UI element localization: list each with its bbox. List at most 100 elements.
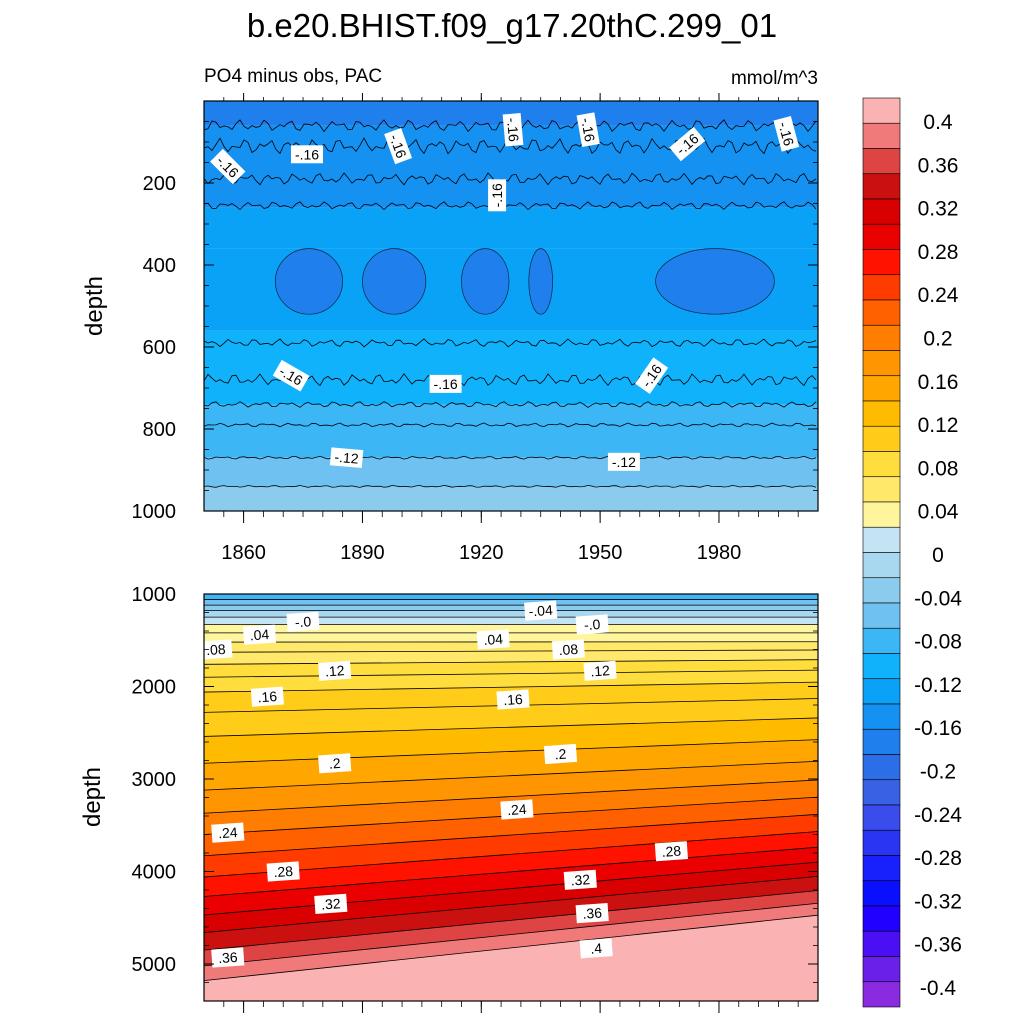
colorbar-box: [862, 249, 901, 276]
contour-label-text: -.16: [504, 117, 522, 143]
contour-label-text: -.16: [489, 183, 505, 207]
colorbar-label: -0.28: [914, 847, 962, 870]
contour-label: .2: [543, 743, 578, 765]
contour-label-text: .24: [218, 824, 239, 841]
colorbar-label: -0.12: [914, 674, 962, 697]
colorbar-box: [862, 577, 901, 604]
colorbar-label: 0.36: [918, 154, 959, 177]
contour-label: .04: [242, 624, 277, 645]
contour-label: .24: [211, 822, 245, 843]
top-band: [204, 457, 818, 487]
bottom-panel: -.04 -.0 -.0 .04 .04 .08 .08 .12 .12 .16 .16 .2 .2 .2…: [79, 584, 819, 1013]
colorbar-box: [862, 905, 901, 932]
bottom-contour-labels: -.04 -.0 -.0 .04 .04 .08 .08 .12 .12 .16 .16 .2 .2 .2…: [199, 600, 688, 968]
top-contour-line: [203, 172, 817, 186]
contour-label: .28: [654, 841, 688, 862]
top-y-axis-title: depth: [81, 276, 108, 336]
top-contour-line: [203, 455, 817, 460]
bottom-contour-line: [203, 659, 819, 665]
colorbar-box: [862, 627, 901, 654]
colorbar-label: 0.12: [918, 414, 959, 437]
x-tick-label: 1980: [697, 542, 742, 564]
colorbar-box: [862, 350, 901, 377]
bottom-contour-line: [203, 760, 819, 791]
bottom-band: [204, 698, 818, 737]
contour-label-text: -.0: [583, 616, 601, 633]
contour-label: -.16: [429, 374, 462, 393]
colorbar-label: 0.28: [918, 241, 959, 264]
contour-label-text: -.16: [295, 146, 319, 162]
colorbar-box: [862, 956, 901, 983]
contour-label: -.16: [384, 127, 413, 165]
contour-label: .12: [318, 660, 352, 681]
top-x-axis: 1860 1890 1920 1950 1980: [221, 93, 799, 564]
colorbar-box: [862, 930, 901, 957]
y-tick-label: 400: [143, 255, 176, 277]
contour-label-text: .12: [324, 662, 345, 679]
contour-label: -.0: [286, 611, 320, 632]
colorbar-box: [862, 552, 901, 579]
top-blob: [461, 248, 510, 315]
bottom-y-axis-title: depth: [79, 767, 106, 827]
colorbar-label: -0.4: [920, 977, 957, 1000]
top-blob: [528, 248, 553, 315]
colorbar-boxes: [862, 97, 901, 1008]
bottom-contour-fill: [204, 594, 818, 1001]
contour-label: -.16: [291, 145, 323, 164]
bottom-band: [204, 641, 818, 653]
y-tick-label: 200: [143, 173, 176, 195]
y-tick-label: 3000: [132, 769, 177, 791]
bottom-contour-line: [203, 861, 819, 916]
bottom-band: [204, 624, 818, 633]
bottom-contour-lines: [203, 599, 819, 982]
top-band: [204, 404, 818, 458]
colorbar-label: -0.32: [914, 890, 962, 913]
colorbar-label: 0.08: [918, 457, 959, 480]
colorbar-box: [862, 122, 901, 149]
bottom-band: [204, 797, 818, 856]
contour-label-text: .32: [570, 871, 591, 888]
bottom-band: [204, 847, 818, 915]
colorbar-box: [862, 299, 901, 326]
bottom-band: [204, 617, 818, 625]
contour-label: .32: [314, 893, 348, 914]
bottom-y-axis: 1000 2000 3000 4000 5000: [132, 584, 818, 983]
contour-label-text: -.16: [434, 376, 458, 392]
bottom-contour-line: [203, 813, 819, 857]
bottom-contour-line: [203, 717, 819, 737]
contour-label: .16: [250, 686, 284, 707]
contour-label-text: -.16: [386, 132, 409, 160]
colorbar-box: [862, 400, 901, 427]
x-tick-label: 1920: [459, 542, 504, 564]
contour-label: -.16: [502, 112, 524, 147]
bottom-band: [204, 814, 818, 878]
colorbar-box: [862, 451, 901, 478]
contour-label: -.12: [329, 447, 364, 469]
bottom-contour-line: [203, 649, 819, 653]
contour-label: .08: [199, 639, 233, 660]
colorbar-box: [862, 602, 901, 629]
contour-label-text: .28: [661, 843, 682, 860]
bottom-band: [204, 890, 818, 966]
contour-label-text: -.04: [528, 602, 553, 620]
y-tick-label: 1000: [132, 501, 177, 523]
contour-label-text: -.0: [294, 613, 312, 630]
contour-label-text: .28: [273, 863, 294, 880]
contour-label: -.16: [773, 116, 800, 152]
bottom-band: [204, 599, 818, 606]
contour-label: .28: [266, 861, 300, 882]
colorbar: 0.4 0.36 0.32 0.28 0.24 0.2 0.16 0.12 0.08 0.04 0 -…: [862, 97, 962, 1008]
top-blob: [274, 248, 343, 315]
variable-label: PO4 minus obs, PAC: [204, 66, 382, 87]
contour-label-text: .04: [483, 631, 504, 648]
units-label: mmol/m^3: [731, 68, 818, 89]
contour-label: .36: [211, 947, 245, 968]
top-contour-line: [203, 201, 817, 211]
colorbar-box: [862, 223, 901, 250]
colorbar-box: [862, 880, 901, 907]
contour-label-text: .16: [257, 688, 278, 705]
y-tick-label: 2000: [132, 677, 177, 699]
bottom-band: [204, 605, 818, 611]
bottom-contour-line: [203, 779, 819, 814]
